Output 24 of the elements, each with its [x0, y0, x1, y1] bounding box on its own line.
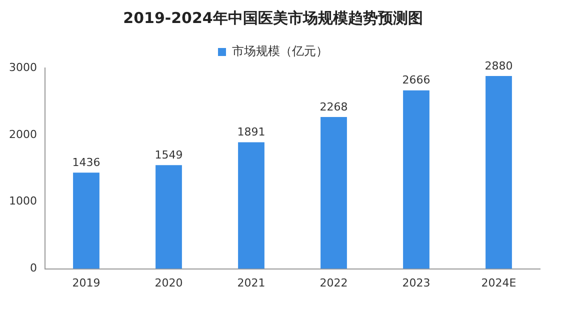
bar: [238, 142, 264, 269]
x-tick-label: 2023: [402, 276, 430, 290]
x-tick-label: 2019: [72, 276, 100, 290]
bar: [403, 90, 430, 269]
data-label: 2880: [484, 59, 513, 72]
data-label: 2268: [320, 100, 348, 114]
bar: [486, 76, 512, 269]
x-tick-label: 2024E: [481, 276, 516, 290]
x-tick-label: 2020: [154, 276, 183, 290]
y-tick-label: 1000: [8, 194, 37, 208]
legend-label: 市场规模（亿元）: [232, 44, 328, 58]
data-label: 1549: [154, 148, 183, 162]
chart-title: 2019-2024年中国医美市场规模趋势预测图: [123, 8, 423, 27]
x-tick-label: 2022: [320, 276, 348, 290]
data-label: 1436: [72, 156, 100, 170]
y-tick-label: 3000: [8, 60, 37, 74]
bar: [320, 116, 347, 269]
x-tick-label: 2021: [237, 276, 266, 290]
y-tick-label: 2000: [8, 128, 37, 141]
y-tick-label: 0: [30, 262, 37, 275]
bar: [73, 172, 100, 269]
bar: [156, 165, 182, 269]
data-label: 2666: [402, 74, 430, 87]
data-label: 1891: [237, 126, 266, 139]
